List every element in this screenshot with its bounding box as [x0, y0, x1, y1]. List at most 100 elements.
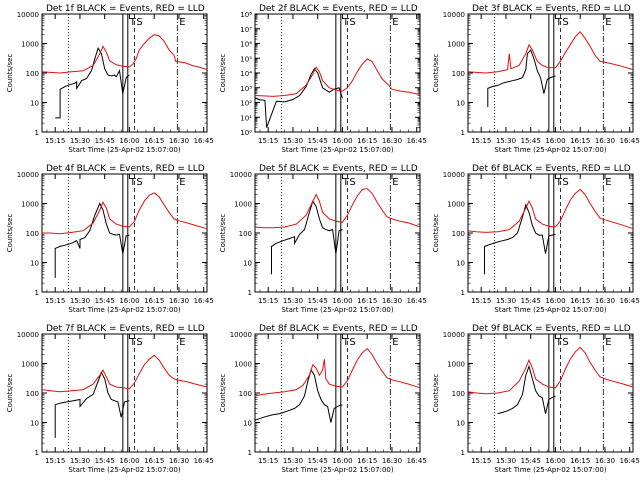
- x-axis-label: Start Time (25-Apr-02 15:07:00): [68, 306, 180, 314]
- y-tick-label: 10⁴: [240, 70, 252, 78]
- marker-label-t: T: [129, 177, 137, 188]
- x-tick-label: 16:00: [332, 137, 352, 145]
- series-lld-line: [254, 347, 421, 397]
- panel-title: Det 2f BLACK = Events, RED = LLD: [259, 4, 418, 14]
- y-axis-label: Counts/sec: [219, 214, 227, 253]
- series-events-line: [484, 203, 556, 275]
- x-tick-label: 15:30: [496, 457, 516, 465]
- series-lld-line: [42, 192, 208, 235]
- y-tick-label: 1: [461, 289, 465, 297]
- y-axis-label: Counts/sec: [6, 374, 14, 413]
- marker-label-e: E: [605, 177, 611, 188]
- y-tick-label: 1000: [234, 201, 252, 209]
- plot-frame: [254, 333, 421, 453]
- series-lld-line: [41, 34, 208, 74]
- y-tick-label: 100: [26, 230, 39, 238]
- marker-label-e: E: [605, 337, 611, 348]
- plot-frame: [467, 173, 634, 293]
- x-tick-label: 16:15: [570, 137, 590, 145]
- series-events-line: [271, 200, 343, 275]
- x-tick-label: 15:45: [95, 457, 115, 465]
- y-tick-label: 10¹: [240, 114, 252, 122]
- panel-title: Det 1f BLACK = Events, RED = LLD: [46, 4, 205, 14]
- marker-label-e: E: [179, 177, 185, 188]
- marker-label-s: S: [562, 177, 568, 188]
- marker-label-e: E: [179, 17, 185, 28]
- series-lld-line: [467, 188, 634, 233]
- x-tick-label: 15:15: [471, 297, 491, 305]
- detector-panel-6: Det 6f BLACK = Events, RED = LLD 1 10 100 10…: [432, 164, 640, 314]
- y-tick-label: 1000: [234, 361, 252, 369]
- plot-frame: [254, 13, 421, 133]
- x-tick-label: 15:15: [45, 457, 65, 465]
- series-events-line: [55, 46, 130, 119]
- x-axis-label: Start Time (25-Apr-02 15:07:00): [281, 146, 393, 154]
- marker-label-t: T: [555, 337, 563, 348]
- y-tick-label: 10000: [17, 331, 39, 339]
- y-tick-label: 10000: [17, 171, 39, 179]
- x-tick-label: 15:30: [283, 137, 303, 145]
- marker-label-t: T: [129, 337, 137, 348]
- marker-label-t: T: [342, 337, 350, 348]
- detector-panel-8: Det 8f BLACK = Events, RED = LLD 1 10 100 10…: [219, 324, 427, 474]
- x-tick-label: 16:45: [620, 457, 640, 465]
- marker-label-e: E: [179, 337, 185, 348]
- marker-label-s: S: [562, 337, 568, 348]
- marker-label-t: T: [342, 17, 350, 28]
- series-lld-line: [467, 346, 634, 395]
- x-tick-label: 16:15: [357, 297, 377, 305]
- y-tick-label: 10: [456, 100, 465, 108]
- x-tick-label: 16:00: [332, 457, 352, 465]
- y-tick-label: 1000: [447, 361, 465, 369]
- x-tick-label: 15:15: [471, 137, 491, 145]
- x-tick-label: 16:30: [169, 297, 189, 305]
- y-tick-label: 100: [452, 390, 465, 398]
- y-axis-label: Counts/sec: [6, 54, 14, 93]
- x-tick-label: 16:30: [169, 457, 189, 465]
- x-tick-label: 16:45: [407, 297, 427, 305]
- x-tick-label: 16:15: [570, 297, 590, 305]
- marker-label-t: T: [342, 177, 350, 188]
- x-tick-label: 16:00: [545, 297, 565, 305]
- x-tick-label: 16:15: [144, 457, 164, 465]
- y-tick-label: 10³: [240, 85, 252, 93]
- x-tick-label: 15:15: [258, 137, 278, 145]
- y-tick-label: 10000: [230, 331, 252, 339]
- x-tick-label: 16:15: [144, 297, 164, 305]
- x-tick-label: 15:15: [45, 297, 65, 305]
- panel-title: Det 4f BLACK = Events, RED = LLD: [46, 164, 205, 174]
- marker-label-s: S: [349, 17, 355, 28]
- marker-label-s: S: [136, 17, 142, 28]
- panel-title: Det 5f BLACK = Events, RED = LLD: [259, 164, 418, 174]
- series-lld-line: [41, 354, 208, 393]
- plot-frame: [41, 333, 208, 453]
- x-tick-label: 15:45: [95, 137, 115, 145]
- y-tick-label: 10⁶: [240, 41, 252, 49]
- marker-label-s: S: [349, 337, 355, 348]
- panel-title: Det 8f BLACK = Events, RED = LLD: [259, 324, 418, 334]
- y-tick-label: 1000: [21, 361, 39, 369]
- x-tick-label: 15:30: [70, 297, 90, 305]
- y-tick-label: 1: [461, 129, 465, 137]
- detector-panel-7: Det 7f BLACK = Events, RED = LLD 1 10 100 10…: [6, 324, 214, 474]
- x-tick-label: 16:45: [620, 297, 640, 305]
- x-tick-label: 16:45: [194, 457, 214, 465]
- marker-label-e: E: [605, 17, 611, 28]
- marker-label-e: E: [392, 17, 398, 28]
- y-tick-label: 100: [239, 390, 252, 398]
- x-tick-label: 15:15: [258, 457, 278, 465]
- y-tick-label: 10: [456, 260, 465, 268]
- detector-panel-1: Det 1f BLACK = Events, RED = LLD 1 10 100 10…: [6, 4, 214, 154]
- series-lld-line: [254, 188, 421, 229]
- x-tick-label: 16:45: [407, 457, 427, 465]
- x-tick-label: 16:00: [545, 457, 565, 465]
- x-tick-label: 15:15: [471, 457, 491, 465]
- x-tick-label: 15:30: [283, 457, 303, 465]
- y-tick-label: 1: [461, 449, 465, 457]
- detector-panel-5: Det 5f BLACK = Events, RED = LLD 1 10 100 10…: [219, 164, 427, 314]
- x-axis-label: Start Time (25-Apr-02 15:07:00): [68, 146, 180, 154]
- x-tick-label: 15:45: [95, 297, 115, 305]
- x-axis-label: Start Time (25-Apr-02 15:07:00): [494, 466, 606, 474]
- marker-label-t: T: [555, 177, 563, 188]
